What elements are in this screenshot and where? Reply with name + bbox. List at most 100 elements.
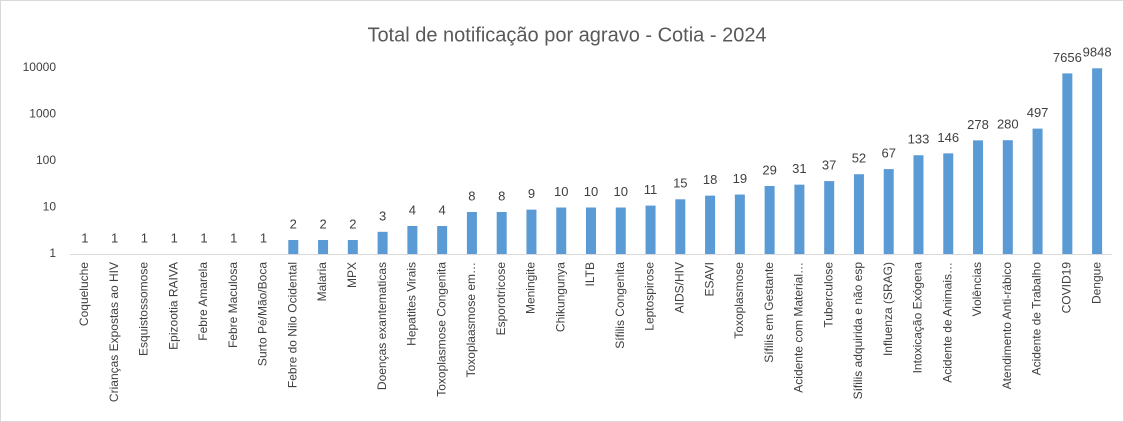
x-tick-label: Chikungunya	[553, 262, 567, 332]
data-label: 1	[260, 230, 267, 245]
bar	[1002, 140, 1013, 254]
bar	[1062, 73, 1073, 254]
bar	[318, 240, 329, 254]
data-label: 133	[908, 132, 930, 147]
data-label: 1	[111, 230, 118, 245]
y-tick-label: 100	[36, 153, 56, 167]
x-tick-label: ILTB	[583, 262, 597, 286]
x-tick-label: Violências	[970, 262, 984, 316]
bar	[913, 155, 924, 254]
data-label: 1	[81, 230, 88, 245]
bar	[853, 174, 864, 254]
data-label: 4	[439, 202, 446, 217]
data-label: 15	[673, 176, 687, 191]
x-tick-label: Surto Pé/Mão/Boca	[256, 262, 270, 366]
x-tick-label: AIDS/HIV	[672, 262, 686, 313]
data-label: 2	[349, 216, 356, 231]
x-tick-label: Esquistossomose	[137, 262, 151, 356]
data-label: 67	[881, 146, 895, 161]
bar	[586, 207, 596, 254]
data-label: 7656	[1053, 50, 1082, 65]
data-label: 278	[967, 117, 989, 132]
y-tick-label: 10000	[23, 60, 57, 74]
data-label: 9	[528, 186, 535, 201]
x-tick-label: MPX	[345, 262, 359, 288]
x-tick-label: Tuberculose	[821, 262, 835, 328]
bar	[764, 185, 775, 254]
bar	[347, 240, 358, 254]
x-tick-label: Epizootia RAIVA	[166, 262, 180, 350]
y-tick-label: 10	[43, 200, 57, 214]
x-tick-label: Meningite	[524, 262, 538, 314]
x-tick-label: Esporotricose	[494, 262, 508, 336]
bar	[1092, 68, 1103, 254]
x-tick-label: Febre Maculosa	[226, 262, 240, 348]
x-tick-label: Coqueluche	[77, 262, 91, 326]
data-label: 2	[290, 216, 297, 231]
data-label: 2	[319, 216, 326, 231]
x-tick-label: Crianças Expostas ao HIV	[107, 262, 121, 402]
data-label: 19	[733, 171, 747, 186]
x-tick-label: Influenza (SRAG)	[881, 262, 895, 356]
chart-title: Total de notificação por agravo - Cotia …	[367, 24, 766, 46]
data-label: 497	[1027, 105, 1049, 120]
x-tick-label: Toxoplasmose Congenita	[434, 262, 448, 397]
data-label: 1	[141, 230, 148, 245]
data-label: 37	[822, 158, 836, 173]
x-tick-label: Toxoplaasmose em…	[464, 262, 478, 377]
bar	[1032, 128, 1043, 254]
bar	[437, 226, 448, 254]
bar	[675, 199, 686, 254]
bar	[705, 195, 716, 254]
x-tick-label: COVID19	[1060, 262, 1074, 314]
x-tick-label: Hepatites Virais	[405, 262, 419, 346]
y-tick-label: 1000	[29, 107, 56, 121]
x-tick-label: Febre do Nilo Ocidental	[285, 262, 299, 388]
data-label: 4	[409, 202, 416, 217]
data-label: 10	[554, 184, 568, 199]
bar	[943, 153, 954, 254]
x-tick-label: Sífilis adquirida e não esp	[851, 262, 865, 400]
data-label: 280	[997, 117, 1019, 132]
x-tick-label: Dengue	[1089, 262, 1103, 304]
y-tick-label: 1	[49, 246, 56, 260]
x-tick-label: Malaria	[315, 262, 329, 302]
bar	[526, 209, 537, 254]
bar	[794, 184, 805, 254]
x-tick-label: Leptospirose	[643, 262, 657, 331]
bar	[615, 207, 626, 254]
data-label: 9848	[1083, 45, 1112, 60]
x-tick-label: Sífilis em Gestante	[762, 262, 776, 363]
x-tick-label: Acidente com Material…	[792, 262, 806, 393]
x-tick-label: Febre Amarela	[196, 262, 210, 341]
data-label: 146	[937, 130, 959, 145]
data-label: 31	[792, 161, 806, 176]
x-tick-label: Intoxicação Exógena	[911, 262, 925, 374]
x-tick-label: Doenças exantematicas	[375, 262, 389, 390]
x-tick-label: Acidente de Trabalho	[1030, 262, 1044, 376]
data-label: 11	[644, 182, 658, 197]
data-label: 1	[230, 230, 237, 245]
bar	[824, 181, 835, 254]
bar	[377, 231, 388, 254]
data-label: 18	[703, 172, 717, 187]
bar	[973, 140, 984, 254]
bar	[734, 194, 745, 254]
data-label: 52	[852, 151, 866, 166]
x-tick-label: Sífilis Congenita	[613, 262, 627, 349]
data-label: 8	[498, 188, 505, 203]
bar	[466, 212, 477, 254]
data-label: 10	[614, 184, 628, 199]
data-label: 1	[171, 230, 178, 245]
x-tick-label: ESAVI	[702, 262, 716, 296]
bar	[556, 207, 567, 254]
data-label: 29	[762, 162, 776, 177]
data-label: 8	[468, 188, 475, 203]
bar	[288, 240, 299, 254]
x-tick-label: Toxoplasmose	[732, 262, 746, 339]
bar	[645, 205, 656, 254]
data-label: 3	[379, 208, 386, 223]
x-tick-label: Atendimento Anti-rábico	[1000, 262, 1014, 390]
data-label: 1	[200, 230, 207, 245]
